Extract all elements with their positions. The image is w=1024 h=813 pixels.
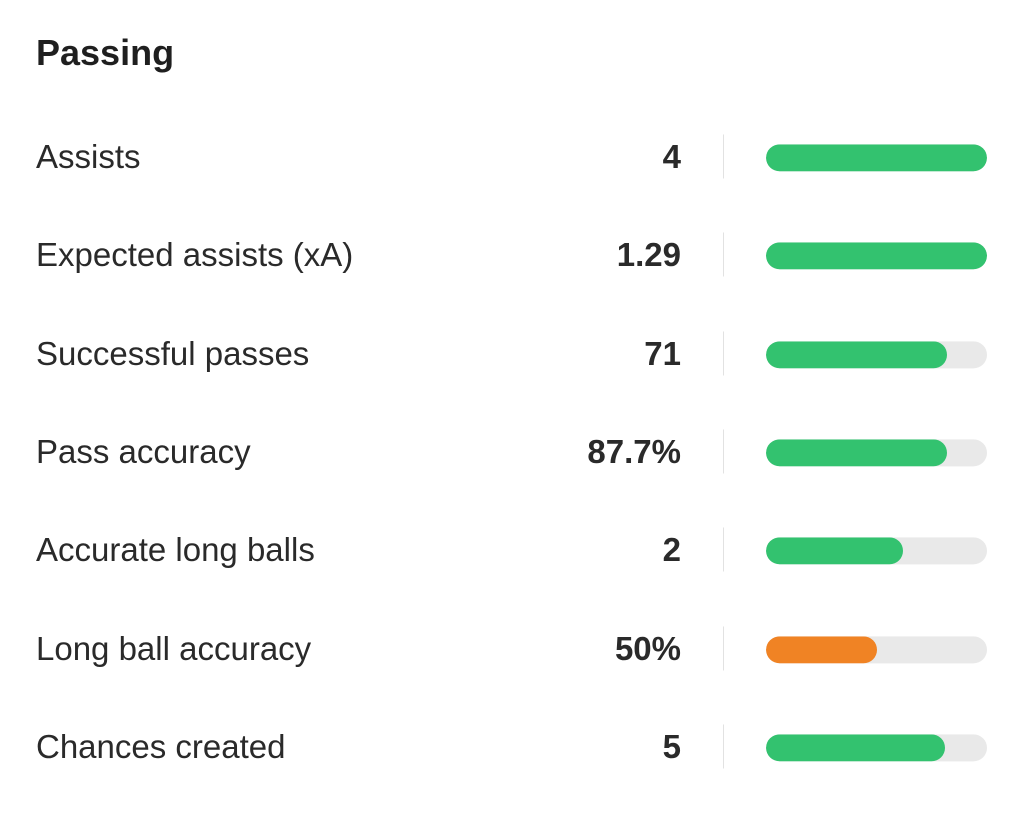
section-title: Passing: [36, 32, 175, 73]
stat-value: 2: [662, 531, 681, 569]
stat-label: Pass accuracy: [36, 432, 251, 470]
divider: [723, 429, 724, 474]
stat-value: 87.7%: [587, 432, 681, 470]
percentile-bar-fill: [766, 635, 877, 663]
stat-row-long-ball-accuracy[interactable]: Long ball accuracy 50%: [0, 602, 1024, 700]
stat-label: Long ball accuracy: [36, 629, 312, 667]
percentile-bar-fill: [766, 734, 945, 762]
stat-label: Accurate long balls: [36, 531, 315, 569]
percentile-bar: [766, 144, 987, 172]
percentile-bar-fill: [766, 144, 987, 172]
stat-label: Successful passes: [36, 334, 310, 372]
stat-row-successful-passes[interactable]: Successful passes 71: [0, 308, 1024, 406]
percentile-bar-fill: [766, 537, 904, 565]
stat-value: 4: [662, 138, 681, 176]
divider: [723, 331, 724, 376]
divider: [723, 724, 724, 769]
divider: [723, 626, 724, 671]
percentile-bar: [766, 635, 987, 663]
stat-label: Chances created: [36, 727, 286, 765]
stat-row-expected-assists[interactable]: Expected assists (xA) 1.29: [0, 209, 1024, 307]
stat-row-pass-accuracy[interactable]: Pass accuracy 87.7%: [0, 406, 1024, 504]
percentile-bar: [766, 242, 987, 270]
stat-value: 5: [662, 727, 681, 765]
percentile-bar-fill: [766, 341, 948, 369]
percentile-bar: [766, 537, 987, 565]
stat-row-accurate-long-balls[interactable]: Accurate long balls 2: [0, 504, 1024, 602]
divider: [723, 232, 724, 277]
stat-row-chances-created[interactable]: Chances created 5: [0, 701, 1024, 799]
percentile-bar-fill: [766, 439, 948, 467]
percentile-bar: [766, 734, 987, 762]
stat-value: 1.29: [616, 236, 681, 274]
stat-value: 50%: [614, 629, 681, 667]
percentile-bar-fill: [766, 242, 987, 270]
percentile-bar: [766, 439, 987, 467]
stat-value: 71: [644, 334, 681, 372]
stats-list: Assists 4 Expected assists (xA) 1.29 Suc…: [0, 111, 1024, 799]
percentile-bar: [766, 341, 987, 369]
stat-label: Expected assists (xA): [36, 236, 354, 274]
stat-label: Assists: [36, 138, 141, 176]
divider: [723, 134, 724, 179]
divider: [723, 527, 724, 572]
stat-row-assists[interactable]: Assists 4: [0, 111, 1024, 209]
